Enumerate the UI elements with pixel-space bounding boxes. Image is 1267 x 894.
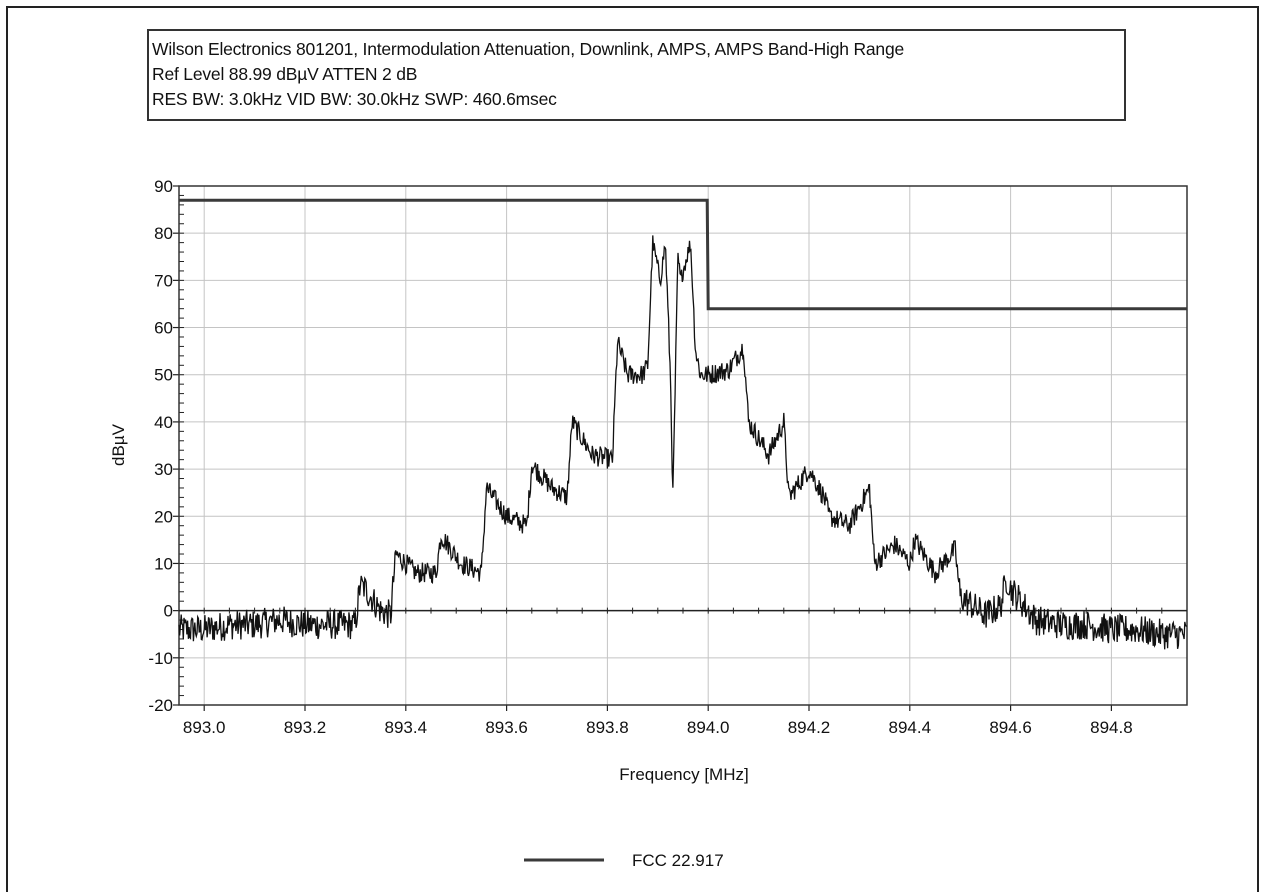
y-tick-label: 20	[154, 507, 173, 526]
x-tick-label: 893.4	[385, 718, 428, 737]
y-tick-label: -20	[148, 696, 173, 715]
x-tick-labels: 893.0 893.2 893.4 893.6 893.8 894.0 894.2 894.4…	[183, 718, 1133, 737]
y-tick-label: 70	[154, 271, 173, 290]
x-axis-label: Frequency [MHz]	[619, 765, 748, 784]
x-tick-label: 894.2	[788, 718, 831, 737]
header-line-3: RES BW: 3.0kHz VID BW: 30.0kHz SWP: 460.…	[152, 89, 557, 109]
legend-label: FCC 22.917	[632, 851, 724, 870]
chart-frame	[6, 6, 1259, 892]
x-tick-label: 893.0	[183, 718, 226, 737]
y-axis-label: dBµV	[109, 423, 128, 466]
y-tick-labels: 90 80 70 60 50 40 30 20 10 0 -10 -20	[148, 177, 173, 715]
y-tick-label: 50	[154, 366, 173, 385]
y-tick-label: 30	[154, 460, 173, 479]
x-tick-label: 893.2	[284, 718, 327, 737]
x-tick-label: 894.8	[1090, 718, 1133, 737]
x-tick-label: 893.8	[586, 718, 629, 737]
y-tick-label: -10	[148, 649, 173, 668]
chart-header: Wilson Electronics 801201, Intermodulati…	[147, 29, 1126, 121]
spectrum-trace	[178, 235, 1188, 650]
plot-area-border	[178, 185, 1188, 706]
x-tick-label: 894.6	[989, 718, 1032, 737]
y-tick-label: 0	[164, 602, 173, 621]
fcc-limit-line	[179, 198, 1187, 311]
x-tick-label: 894.0	[687, 718, 730, 737]
header-line-2: Ref Level 88.99 dBµV ATTEN 2 dB	[152, 64, 418, 84]
x-tick-label: 893.6	[485, 718, 528, 737]
y-tick-label: 40	[154, 413, 173, 432]
y-tick-label: 80	[154, 224, 173, 243]
y-tick-label: 60	[154, 319, 173, 338]
header-line-1: Wilson Electronics 801201, Intermodulati…	[152, 39, 905, 59]
x-tick-label: 894.4	[889, 718, 932, 737]
y-tick-label: 90	[154, 177, 173, 196]
y-tick-label: 10	[154, 554, 173, 573]
